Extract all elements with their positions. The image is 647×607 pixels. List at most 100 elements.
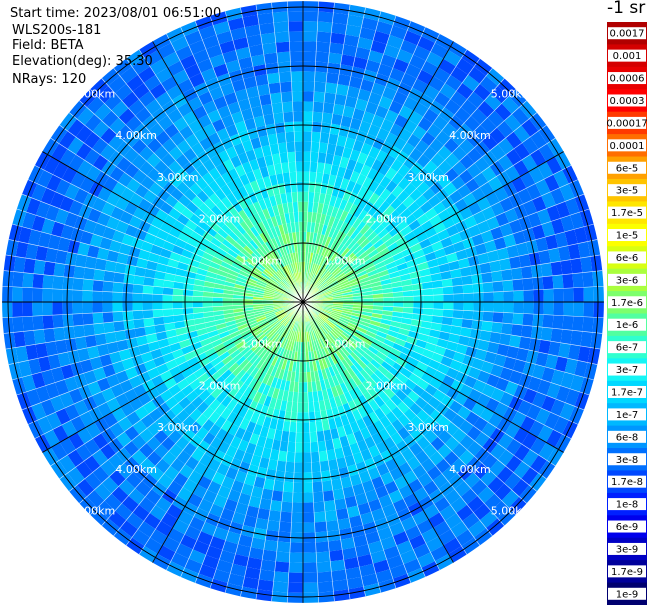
- beta-cell: [134, 327, 147, 338]
- beta-cell: [332, 579, 349, 592]
- beta-cell: [224, 372, 236, 384]
- beta-cell: [252, 356, 262, 367]
- beta-cell: [402, 307, 414, 314]
- beta-cell: [168, 429, 183, 444]
- beta-cell: [565, 388, 580, 407]
- beta-cell: [452, 285, 464, 295]
- beta-cell: [86, 96, 105, 115]
- beta-cell: [213, 569, 231, 583]
- beta-cell: [455, 58, 474, 75]
- beta-cell: [220, 508, 235, 522]
- beta-cell: [277, 358, 285, 369]
- beta-cell: [439, 83, 457, 100]
- beta-cell: [543, 288, 554, 302]
- beta-cell: [288, 287, 297, 295]
- beta-cell: [303, 522, 316, 533]
- beta-cell: [87, 244, 100, 259]
- beta-cell: [242, 298, 253, 302]
- beta-cell: [309, 262, 314, 273]
- beta-cell: [298, 221, 303, 232]
- beta-cell: [376, 351, 388, 361]
- colorbar-label-bg: [608, 206, 646, 219]
- beta-cell: [392, 362, 404, 373]
- beta-cell: [271, 333, 280, 343]
- beta-cell: [357, 185, 369, 198]
- beta-cell: [264, 287, 275, 293]
- beta-cell: [437, 415, 452, 430]
- beta-cell: [111, 181, 127, 197]
- beta-cell: [110, 206, 125, 221]
- beta-cell: [359, 238, 371, 249]
- beta-cell: [287, 319, 294, 329]
- beta-cell: [271, 237, 279, 249]
- beta-cell: [464, 472, 481, 489]
- beta-cell: [264, 154, 274, 167]
- beta-cell: [390, 394, 403, 407]
- beta-cell: [463, 375, 478, 389]
- beta-cell: [218, 265, 230, 274]
- beta-cell: [420, 274, 432, 284]
- beta-cell: [256, 261, 266, 271]
- beta-cell: [388, 209, 400, 222]
- beta-cell: [186, 264, 199, 274]
- beta-cell: [222, 302, 233, 307]
- beta-cell: [106, 341, 119, 354]
- beta-cell: [132, 284, 144, 294]
- beta-cell: [340, 284, 351, 290]
- beta-cell: [292, 391, 299, 403]
- beta-cell: [102, 291, 113, 302]
- beta-cell: [403, 302, 414, 308]
- ray-gap: [302, 301, 601, 350]
- beta-cell: [532, 391, 547, 409]
- beta-cell: [316, 430, 325, 442]
- beta-cell: [53, 262, 66, 277]
- beta-cell: [303, 151, 311, 162]
- beta-cell: [345, 327, 356, 335]
- beta-cell: [353, 231, 364, 243]
- beta-cell: [345, 24, 362, 38]
- beta-cell: [408, 373, 421, 385]
- ray-gap: [271, 2, 304, 303]
- beta-cell: [347, 127, 359, 140]
- beta-cell: [146, 260, 158, 271]
- beta-cell: [253, 146, 265, 159]
- beta-cell: [245, 505, 260, 518]
- beta-cell: [403, 182, 417, 196]
- ray-gap: [166, 33, 304, 303]
- beta-cell: [205, 44, 223, 59]
- beta-cell: [238, 270, 250, 278]
- beta-cell: [558, 342, 571, 359]
- beta-cell: [291, 91, 303, 102]
- beta-cell: [382, 306, 394, 312]
- beta-cell: [473, 503, 491, 521]
- beta-cell: [380, 118, 395, 133]
- beta-cell: [323, 92, 336, 104]
- beta-cell: [355, 46, 371, 60]
- beta-cell: [388, 489, 404, 504]
- ray-gap: [302, 301, 412, 584]
- beta-cell: [355, 461, 368, 474]
- beta-cell: [40, 187, 56, 205]
- beta-cell: [480, 230, 494, 244]
- ray-gap: [302, 301, 505, 526]
- beta-cell: [213, 251, 225, 262]
- beta-cell: [45, 204, 60, 222]
- beta-cell: [532, 195, 547, 213]
- beta-cell: [216, 462, 230, 477]
- beta-cell: [495, 377, 510, 392]
- beta-cell: [482, 311, 494, 322]
- beta-cell: [269, 143, 280, 155]
- beta-cell: [189, 72, 206, 88]
- beta-cell: [323, 335, 331, 346]
- beta-cell: [205, 226, 218, 238]
- beta-cell: [321, 257, 329, 268]
- beta-cell: [370, 234, 381, 246]
- beta-cell: [340, 314, 351, 320]
- beta-cell: [258, 245, 268, 256]
- beta-cell: [202, 342, 214, 353]
- beta-cell: [287, 253, 293, 264]
- ray-gap: [302, 193, 585, 303]
- beta-cell: [241, 483, 254, 496]
- beta-cell: [232, 298, 243, 302]
- beta-cell: [348, 4, 366, 18]
